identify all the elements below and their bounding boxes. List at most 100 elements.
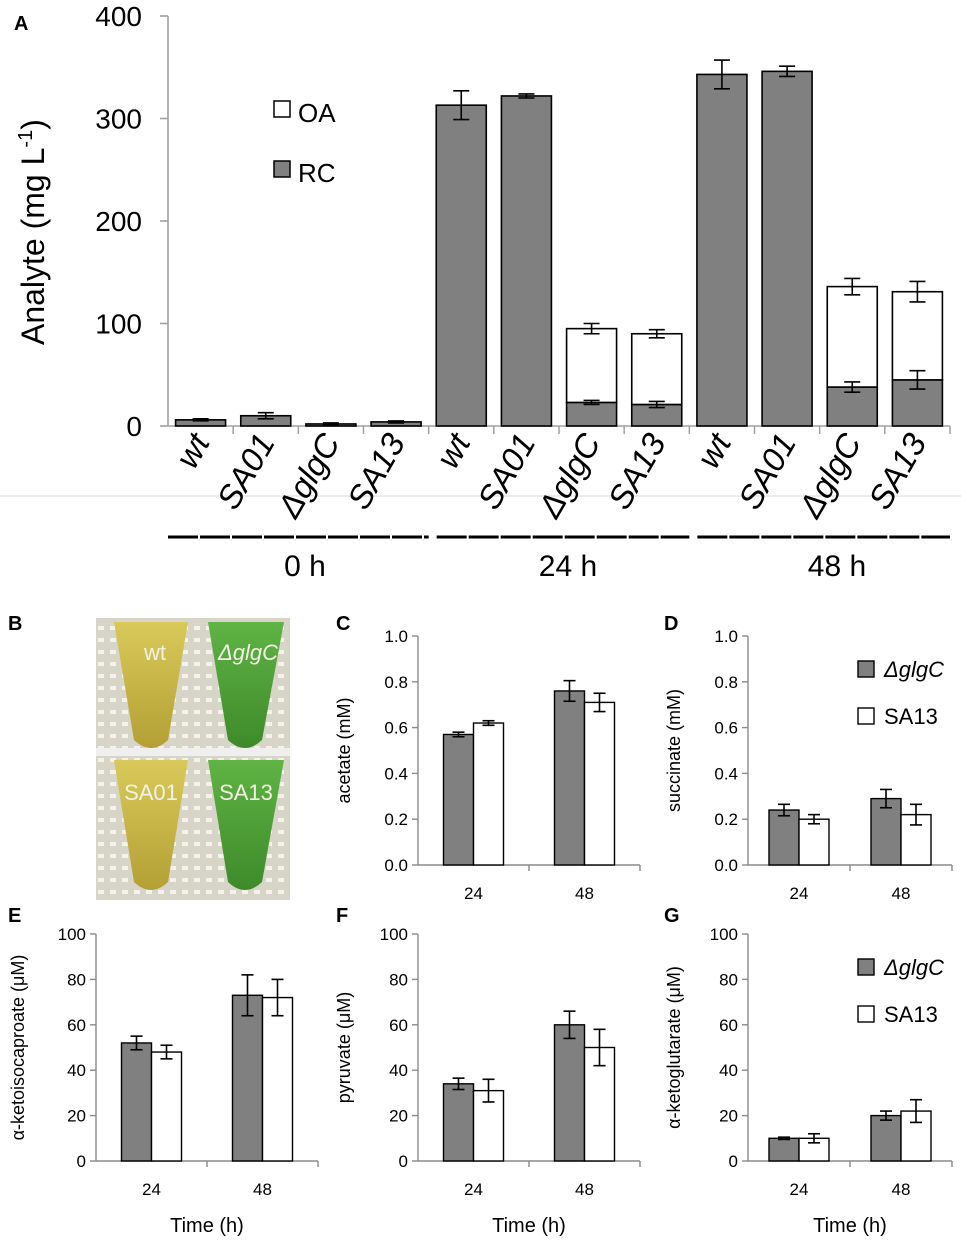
panel-e-ytick-label: 60 — [67, 1016, 86, 1035]
panel-a-bar-oa — [565, 327, 618, 404]
panel-a-category-label: wt — [429, 425, 478, 474]
tube-sa13 — [208, 760, 284, 890]
panel-e-ytick-label: 40 — [67, 1061, 86, 1080]
panel-g-chart: 0 20 40 60 80 100 α-ketoglutarate (μM) 24 48 Time… — [664, 925, 953, 1237]
panel-g-ytick-label: 0 — [729, 1152, 738, 1171]
panel-g-bar-glgc — [768, 1137, 800, 1162]
photo-divider — [96, 748, 290, 756]
panel-a-bar-rc — [500, 95, 553, 427]
panel-a-category-label: ΔglgC — [530, 426, 608, 524]
panel-letter-a: A — [14, 13, 28, 35]
panel-c-bar-glgc — [442, 733, 475, 866]
panel-g-ytick-label: 80 — [719, 970, 738, 989]
group-label-48h: 48 h — [808, 550, 866, 583]
legend-rc-swatch — [273, 160, 291, 178]
panel-e-bar-sa13 — [261, 996, 294, 1162]
panel-d-bar-glgc — [768, 809, 800, 866]
panel-a-bar-oa — [826, 285, 879, 388]
panel-b-photo: wt ΔglgC SA01 SA13 — [96, 618, 290, 900]
panel-d-ytick-label: 0.2 — [714, 810, 738, 829]
panel-f-ytick-label: 100 — [380, 925, 408, 944]
panel-d-chart: 0.0 0.2 0.4 0.6 0.8 1.0 succinate (mM) 24 48 Δglg… — [664, 627, 953, 903]
panel-g-ylabel: α-ketoglutarate (μM) — [664, 966, 684, 1129]
photo-label-sa13: SA13 — [219, 780, 273, 805]
panel-d-ytick-label: 0.8 — [714, 673, 738, 692]
panel-a-ytick-label: 300 — [95, 104, 142, 135]
panel-e-xlabel: Time (h) — [170, 1215, 244, 1237]
panel-letter-d: D — [664, 613, 678, 635]
panel-d-legend-glgc-label: ΔglgC — [883, 657, 944, 682]
panel-a-ytick-label: 100 — [95, 309, 142, 340]
panel-a-bar-oa — [891, 290, 944, 381]
panel-a-bar-rc — [761, 70, 813, 427]
panel-g-ytick-label: 40 — [719, 1061, 738, 1080]
panel-g-ytick-label: 60 — [719, 1016, 738, 1035]
panel-c-category-label: 24 — [464, 884, 483, 903]
panel-d-bar-glgc — [870, 797, 902, 866]
panel-d-ytick-label: 0.6 — [714, 719, 738, 738]
panel-a-bar-rc — [826, 386, 879, 427]
panel-d-bar-sa13 — [798, 818, 830, 866]
panel-a-category-label: ΔglgC — [791, 426, 869, 524]
panel-c-chart: 0.0 0.2 0.4 0.6 0.8 1.0 acetate (mM) 24 48 — [334, 627, 641, 903]
panel-a-category-label: SA13 — [340, 426, 413, 515]
panel-e-ytick-label: 20 — [67, 1107, 86, 1126]
panel-c-ytick-label: 1.0 — [384, 627, 408, 646]
panel-e-ytick-label: 80 — [67, 970, 86, 989]
panel-a-category-label: wt — [689, 425, 738, 474]
panel-a-bar-oa — [630, 332, 683, 406]
panel-letter-f: F — [336, 905, 348, 927]
legend-rc-label: RC — [298, 158, 336, 188]
panel-f-category-label: 48 — [575, 1180, 594, 1199]
panel-e-bar-sa13 — [150, 1051, 183, 1162]
panel-g-category-label: 24 — [790, 1180, 809, 1199]
group-label-24h: 24 h — [539, 550, 597, 583]
panel-f-ytick-label: 60 — [389, 1016, 408, 1035]
panel-d-legend-sa13-label: SA13 — [884, 704, 938, 729]
panel-f-ytick-label: 20 — [389, 1107, 408, 1126]
panel-e-ytick-label: 100 — [58, 925, 86, 944]
panel-e-bar-glgc — [231, 994, 264, 1162]
panel-a-category-label: wt — [168, 425, 217, 474]
panel-g-legend-sa13-label: SA13 — [884, 1002, 938, 1027]
panel-f-ylabel: pyruvate (μM) — [334, 992, 354, 1103]
panel-d-category-label: 48 — [892, 884, 911, 903]
panel-c-ytick-label: 0.2 — [384, 810, 408, 829]
panel-a-ytick-label: 200 — [95, 206, 142, 237]
panel-e-category-label: 24 — [142, 1180, 161, 1199]
panel-d-ytick-label: 1.0 — [714, 627, 738, 646]
tube-wt — [114, 622, 188, 748]
panel-e-category-label: 48 — [253, 1180, 272, 1199]
panel-c-bar-sa13 — [472, 722, 505, 866]
panel-f-bar-glgc — [442, 1083, 475, 1162]
panel-letter-g: G — [664, 905, 680, 927]
panel-a-category-label: SA13 — [600, 426, 673, 515]
panel-e-bar-glgc — [120, 1042, 153, 1162]
panel-c-bar-glgc — [553, 690, 586, 866]
panel-e-ylabel: α-ketoisocaproate (μM) — [8, 955, 28, 1141]
panel-f-chart: 0 20 40 60 80 100 pyruvate (μM) 24 48 Time (h) — [334, 925, 641, 1237]
panel-c-ytick-label: 0.6 — [384, 719, 408, 738]
panel-g-xlabel: Time (h) — [813, 1215, 887, 1237]
panel-g-category-label: 48 — [892, 1180, 911, 1199]
photo-label-glgc: ΔglgC — [217, 640, 278, 665]
panel-c-ytick-label: 0.4 — [384, 764, 408, 783]
panel-d-category-label: 24 — [790, 884, 809, 903]
panel-c-ytick-label: 0.0 — [384, 856, 408, 875]
panel-g-ytick-label: 20 — [719, 1107, 738, 1126]
panel-c-ytick-label: 0.8 — [384, 673, 408, 692]
panel-a-ylabel: Analyte (mg L-1) — [15, 119, 51, 345]
legend-oa-label: OA — [298, 98, 336, 128]
panel-g-bar-glgc — [870, 1114, 902, 1162]
group-label-0h: 0 h — [284, 550, 326, 583]
panel-d-legend-sa13-swatch — [857, 707, 875, 725]
tube-glgc — [208, 622, 284, 748]
panel-a-bar-rc — [696, 73, 748, 427]
panel-letter-e: E — [8, 905, 21, 927]
panel-g-legend-glgc-swatch — [857, 958, 875, 976]
legend-oa-swatch — [273, 100, 291, 118]
panel-f-category-label: 24 — [464, 1180, 483, 1199]
panel-a-category-label: ΔglgC — [269, 426, 347, 524]
photo-label-sa01: SA01 — [124, 780, 178, 805]
